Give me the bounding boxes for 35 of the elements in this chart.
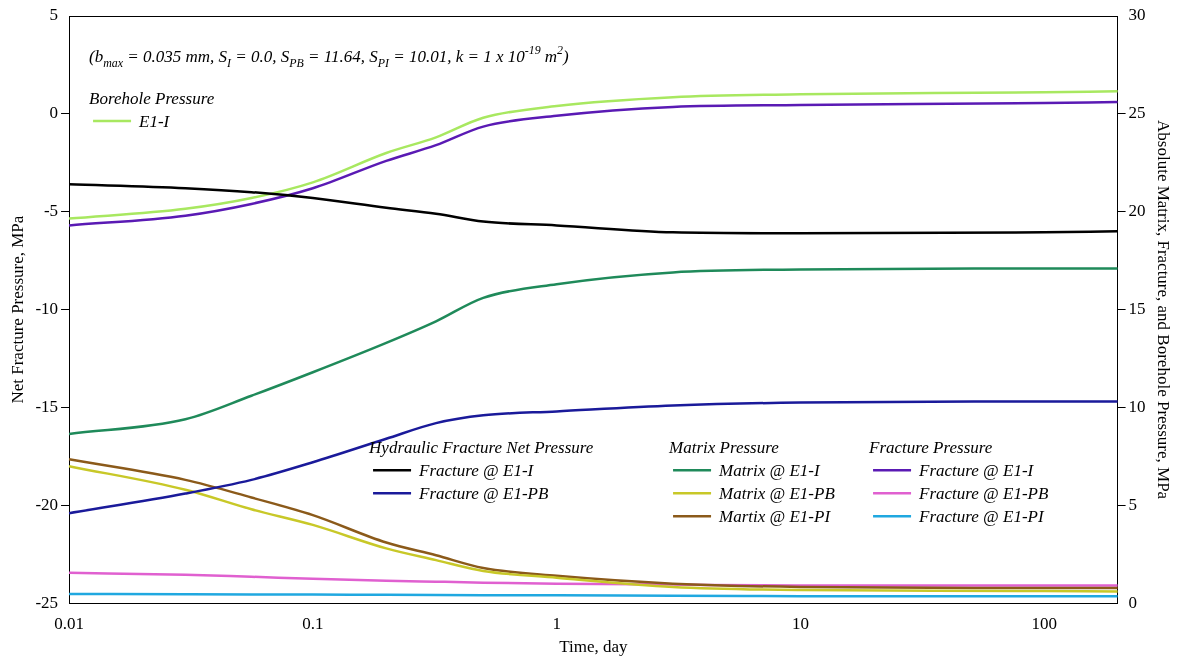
y2-tick-label: 30	[1128, 5, 1146, 25]
legend-label: Matrix @ E1-PB	[718, 484, 836, 504]
y2-tick-label: 25	[1128, 103, 1146, 123]
legend-label: Fracture @ E1-PB	[418, 484, 549, 504]
y-tick-label: -15	[35, 396, 59, 416]
y2-tick-label: 0	[1128, 592, 1138, 612]
y-tick-label: 5	[49, 5, 59, 25]
legend-label: Martix @ E1-PI	[718, 507, 832, 527]
x-tick-label: 0.01	[54, 613, 84, 633]
x-tick-label: 0.1	[302, 613, 324, 633]
annotation: Matrix Pressure	[668, 438, 780, 458]
x-tick-label: 10	[791, 613, 809, 633]
legend-label: Fracture @ E1-PB	[918, 484, 1049, 504]
y-tick-label: -5	[43, 201, 59, 221]
x-tick-label: 100	[1031, 613, 1057, 633]
y2-tick-label: 20	[1128, 201, 1146, 221]
legend-label: Fracture @ E1-I	[918, 461, 1035, 481]
legend-label: Fracture @ E1-I	[418, 461, 535, 481]
y2-tick-label: 10	[1128, 396, 1146, 416]
y2-tick-label: 5	[1128, 494, 1138, 514]
y-tick-label: -25	[35, 592, 59, 612]
y-tick-label: -10	[35, 299, 59, 319]
y-axis-title: Net Fracture Pressure, MPa	[7, 215, 27, 404]
x-axis-title: Time, day	[559, 637, 628, 657]
y2-tick-label: 15	[1128, 299, 1146, 319]
y-tick-label: 0	[49, 103, 59, 123]
annotation: Hydraulic Fracture Net Pressure	[368, 438, 594, 458]
legend-label: Matrix @ E1-I	[718, 461, 822, 481]
annotation: Fracture Pressure	[868, 438, 993, 458]
y-tick-label: -20	[35, 494, 59, 514]
legend-label: Fracture @ E1-PI	[918, 507, 1045, 527]
annotation: Borehole Pressure	[89, 89, 215, 108]
y2-axis-title: Absolute Matrix, Fracture, and Borehole Pressure, MPa	[1154, 120, 1174, 500]
x-tick-label: 1	[552, 613, 561, 633]
legend-label: E1-I	[138, 112, 171, 131]
